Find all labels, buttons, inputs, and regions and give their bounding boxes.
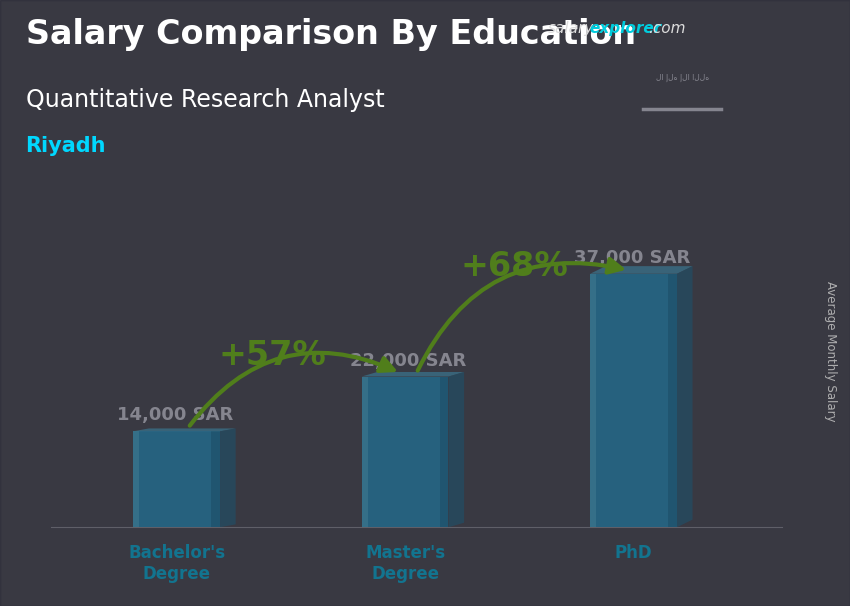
Text: Quantitative Research Analyst: Quantitative Research Analyst [26, 88, 384, 112]
FancyArrowPatch shape [190, 353, 394, 425]
Polygon shape [590, 274, 677, 527]
Text: explorer: explorer [589, 21, 661, 36]
Text: Average Monthly Salary: Average Monthly Salary [824, 281, 837, 422]
Polygon shape [439, 376, 449, 527]
Polygon shape [133, 431, 139, 527]
Text: salary: salary [548, 21, 594, 36]
Text: 22,000 SAR: 22,000 SAR [350, 352, 467, 370]
Text: لا إله إلا الله: لا إله إلا الله [655, 73, 709, 82]
Text: +68%: +68% [461, 250, 569, 284]
Polygon shape [133, 428, 235, 431]
Polygon shape [361, 376, 449, 527]
Polygon shape [220, 428, 235, 527]
Polygon shape [361, 372, 464, 376]
Text: Salary Comparison By Education: Salary Comparison By Education [26, 18, 636, 51]
FancyArrowPatch shape [417, 259, 621, 371]
Text: +57%: +57% [218, 339, 326, 373]
Text: 14,000 SAR: 14,000 SAR [117, 407, 234, 424]
Polygon shape [668, 274, 677, 527]
Polygon shape [590, 266, 693, 274]
Polygon shape [212, 431, 220, 527]
Polygon shape [590, 274, 596, 527]
Text: .com: .com [648, 21, 685, 36]
Text: Riyadh: Riyadh [26, 136, 106, 156]
Polygon shape [449, 372, 464, 527]
Text: 37,000 SAR: 37,000 SAR [574, 249, 690, 267]
Polygon shape [133, 431, 220, 527]
Polygon shape [361, 376, 368, 527]
Polygon shape [677, 266, 693, 527]
